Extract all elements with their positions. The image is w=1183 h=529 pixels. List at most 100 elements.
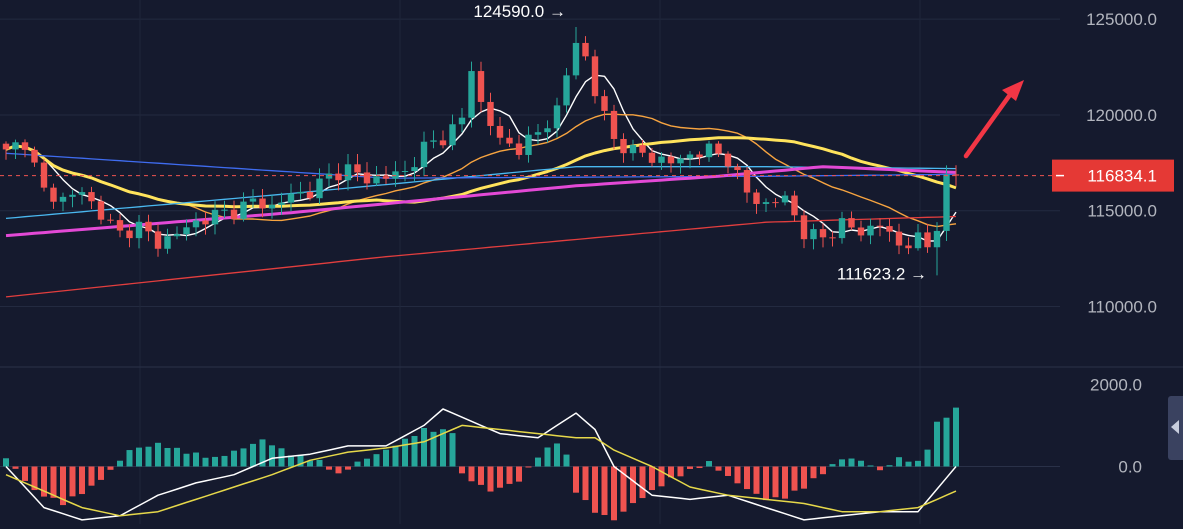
candle[interactable] [819, 223, 827, 248]
candle[interactable] [658, 152, 665, 170]
candle[interactable] [943, 165, 950, 242]
candle[interactable] [69, 190, 76, 208]
candle[interactable] [791, 190, 798, 222]
candle[interactable] [363, 162, 371, 190]
candle[interactable] [838, 211, 846, 244]
candle[interactable] [696, 151, 703, 165]
candle[interactable] [411, 156, 418, 182]
candle[interactable] [762, 198, 770, 213]
candle[interactable] [278, 192, 285, 215]
candle[interactable] [734, 163, 741, 180]
candle[interactable] [2, 141, 10, 160]
candle[interactable] [544, 120, 551, 143]
candle[interactable] [259, 188, 266, 218]
candle[interactable] [496, 117, 504, 145]
candle[interactable] [933, 222, 941, 276]
candle[interactable] [867, 218, 874, 245]
candle[interactable] [848, 211, 855, 231]
candle[interactable] [639, 140, 646, 158]
candle[interactable] [857, 220, 865, 242]
candle[interactable] [781, 191, 789, 206]
candle[interactable] [515, 134, 523, 160]
candle[interactable] [420, 131, 428, 177]
candle[interactable] [306, 181, 314, 201]
candle[interactable] [534, 124, 542, 145]
candle[interactable] [135, 215, 143, 249]
candle[interactable] [107, 213, 114, 224]
candle[interactable] [173, 226, 181, 240]
macd-indicator[interactable] [3, 407, 959, 521]
candle[interactable] [116, 213, 124, 238]
candle[interactable] [914, 224, 922, 251]
candle[interactable] [335, 163, 342, 191]
candle[interactable] [753, 189, 760, 214]
candle[interactable] [458, 108, 466, 133]
candle[interactable] [620, 133, 627, 163]
candle[interactable] [392, 161, 399, 187]
candle[interactable] [430, 130, 437, 149]
candle[interactable] [354, 153, 361, 182]
candle[interactable] [705, 140, 713, 162]
candle[interactable] [810, 223, 817, 250]
side-panel-toggle-button[interactable] [1168, 396, 1183, 460]
candle[interactable] [268, 195, 276, 219]
candle[interactable] [211, 201, 219, 235]
candle[interactable] [610, 104, 618, 150]
candle[interactable] [202, 212, 209, 235]
candle[interactable] [924, 223, 931, 253]
candle[interactable] [506, 128, 513, 148]
candle[interactable] [800, 210, 808, 249]
candle[interactable] [487, 92, 494, 136]
candle[interactable] [287, 183, 295, 212]
candle[interactable] [582, 36, 589, 61]
candle[interactable] [382, 166, 390, 185]
candle[interactable] [715, 141, 722, 158]
candle[interactable] [563, 67, 570, 113]
candle[interactable] [240, 192, 247, 222]
candle[interactable] [601, 89, 608, 121]
candle[interactable] [667, 152, 675, 173]
candle[interactable] [829, 231, 836, 247]
candle[interactable] [677, 154, 684, 174]
candle[interactable] [316, 168, 323, 204]
candle[interactable] [876, 218, 884, 237]
candle[interactable] [97, 195, 105, 225]
candle[interactable] [12, 139, 19, 160]
candle[interactable] [344, 153, 352, 191]
candle[interactable] [468, 61, 475, 128]
candle[interactable] [145, 214, 152, 242]
candle[interactable] [183, 219, 190, 241]
candle[interactable] [553, 97, 561, 138]
candle[interactable] [221, 200, 228, 219]
candle[interactable] [629, 139, 637, 161]
candle[interactable] [59, 192, 67, 212]
candle[interactable] [895, 223, 903, 255]
candle[interactable] [164, 228, 171, 254]
candle[interactable] [154, 224, 162, 257]
candle[interactable] [50, 183, 57, 209]
candle[interactable] [78, 187, 86, 205]
candle[interactable] [648, 147, 656, 167]
candle[interactable] [192, 212, 200, 237]
candle[interactable] [724, 151, 732, 174]
candle[interactable] [230, 200, 238, 225]
candle[interactable] [31, 146, 38, 167]
price-axis[interactable]: 110000.0 115000.0 120000.0 125000.0 116834.1… [0, 10, 1174, 476]
candle[interactable] [905, 237, 912, 255]
candle[interactable] [743, 166, 751, 203]
candle[interactable] [591, 49, 599, 104]
candle[interactable] [297, 181, 304, 200]
candle[interactable] [572, 27, 580, 80]
candle[interactable] [477, 61, 485, 113]
candle[interactable] [439, 130, 447, 149]
candle[interactable] [449, 114, 456, 151]
candle[interactable] [21, 139, 29, 158]
candle[interactable] [886, 218, 893, 242]
candle[interactable] [88, 186, 95, 209]
candle[interactable] [686, 151, 694, 169]
candle[interactable] [126, 224, 133, 248]
candle[interactable] [249, 189, 257, 208]
candle[interactable] [401, 160, 409, 182]
